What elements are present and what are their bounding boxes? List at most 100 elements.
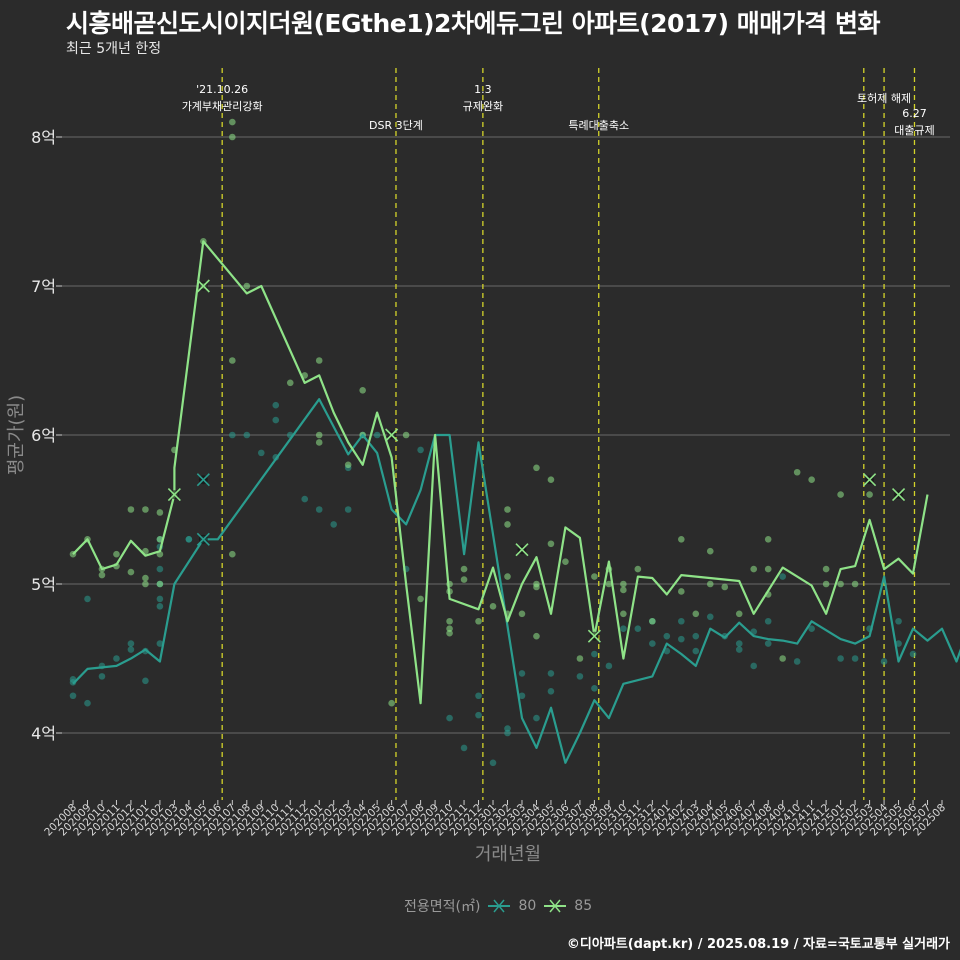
legend-key-85 (544, 899, 567, 913)
data-point-85 (634, 565, 642, 573)
data-point-85 (113, 550, 120, 558)
data-point-80 (793, 658, 801, 665)
event-label: 대출규제 (894, 124, 934, 137)
data-point-80 (156, 565, 164, 573)
data-point-80 (417, 446, 424, 454)
data-point-85 (460, 565, 468, 573)
data-point-80 (764, 640, 772, 647)
data-point-80 (475, 692, 482, 700)
data-point-80 (301, 495, 309, 503)
data-point-80 (678, 617, 685, 625)
data-point-80 (229, 431, 236, 439)
data-point-85 (591, 573, 598, 580)
data-point-85 (822, 565, 830, 573)
data-point-80 (69, 692, 77, 700)
data-point-80 (735, 646, 743, 653)
data-point-80 (808, 625, 815, 632)
data-point-85 (518, 610, 526, 618)
data-point-80 (620, 625, 627, 632)
data-point-85 (315, 431, 323, 439)
data-point-85 (764, 536, 772, 543)
data-point-80 (750, 662, 758, 670)
data-point-85 (286, 379, 294, 387)
data-point-85 (764, 565, 772, 573)
legend-title: 전용면적(㎡) (404, 899, 481, 915)
data-point-85 (735, 610, 743, 618)
data-point-85 (721, 583, 729, 591)
marker-stroke (891, 488, 906, 502)
marker-stroke (863, 473, 877, 487)
data-point-85 (388, 699, 395, 707)
data-point-80 (84, 699, 91, 707)
data-point-80 (692, 647, 700, 655)
data-point-85 (127, 568, 135, 576)
data-point-85 (156, 509, 164, 516)
data-point-80 (591, 650, 598, 658)
x-axis-label: 거래년월 (475, 844, 541, 865)
data-point-85 (142, 506, 149, 513)
data-point-80 (315, 506, 323, 513)
data-point-80 (373, 431, 381, 439)
marker-stroke (385, 428, 399, 442)
data-point-80 (156, 640, 164, 647)
data-point-85 (229, 550, 236, 558)
data-point-85 (359, 387, 366, 394)
series-lines (72, 240, 960, 764)
data-point-80 (634, 625, 642, 632)
mean-marker-85 (863, 473, 877, 487)
legend-label-85: 85 (574, 898, 593, 914)
data-point-80 (851, 655, 859, 662)
data-point-85 (475, 617, 482, 625)
data-point-85 (156, 580, 164, 588)
data-point-80 (591, 685, 598, 692)
source-caption: ©디아파트(dapt.kr) / 2025.08.19 / 자료=국토교통부 실… (566, 937, 950, 952)
grid-lines (62, 136, 950, 734)
data-point-80 (605, 662, 613, 670)
mean-marker-85 (891, 488, 906, 502)
data-point-85 (446, 629, 453, 637)
data-point-85 (620, 580, 627, 588)
data-point-80 (518, 692, 526, 700)
data-point-80 (142, 677, 149, 685)
data-point-80 (272, 401, 280, 409)
data-point-85 (649, 617, 656, 625)
legend-label-80: 80 (518, 898, 537, 914)
data-point-85 (678, 536, 685, 543)
data-point-85 (692, 610, 700, 618)
data-point-80 (446, 714, 453, 722)
marker-stroke (196, 279, 210, 293)
y-axis-label: 평균가(원) (6, 395, 27, 475)
data-point-85 (533, 632, 540, 640)
data-point-80 (518, 670, 526, 677)
y-tick-label: 4억 (31, 724, 56, 743)
marker-stroke (196, 473, 210, 487)
data-point-80 (895, 640, 902, 647)
legend: 전용면적(㎡) 80 85 (404, 896, 592, 916)
data-point-85 (229, 118, 236, 126)
data-point-80 (663, 632, 671, 640)
data-point-80 (909, 650, 917, 658)
data-point-85 (678, 588, 685, 595)
marker-stroke (196, 532, 210, 546)
event-label: 1.3 (474, 83, 492, 96)
data-point-85 (822, 580, 830, 588)
y-axis-ticks: 4억 5억 6억 7억 8억 (31, 128, 62, 743)
data-point-80 (127, 640, 135, 647)
event-label: '21.10.26 (196, 83, 248, 96)
mean-marker-85 (196, 279, 210, 293)
event-label: 토허제 해제 (857, 91, 911, 105)
data-point-85 (504, 573, 511, 580)
data-point-80 (895, 617, 902, 625)
mean-marker-85 (587, 629, 601, 643)
data-point-85 (504, 521, 511, 528)
data-point-85 (620, 586, 627, 594)
event-label: 규제완화 (463, 100, 503, 113)
data-point-80 (460, 744, 468, 752)
data-point-80 (837, 655, 844, 662)
data-point-85 (229, 357, 236, 364)
data-point-85 (562, 558, 569, 565)
mean-marker-85 (515, 543, 529, 557)
data-point-80 (880, 658, 888, 665)
mean-marker-85 (385, 428, 399, 442)
data-point-85 (489, 603, 497, 610)
